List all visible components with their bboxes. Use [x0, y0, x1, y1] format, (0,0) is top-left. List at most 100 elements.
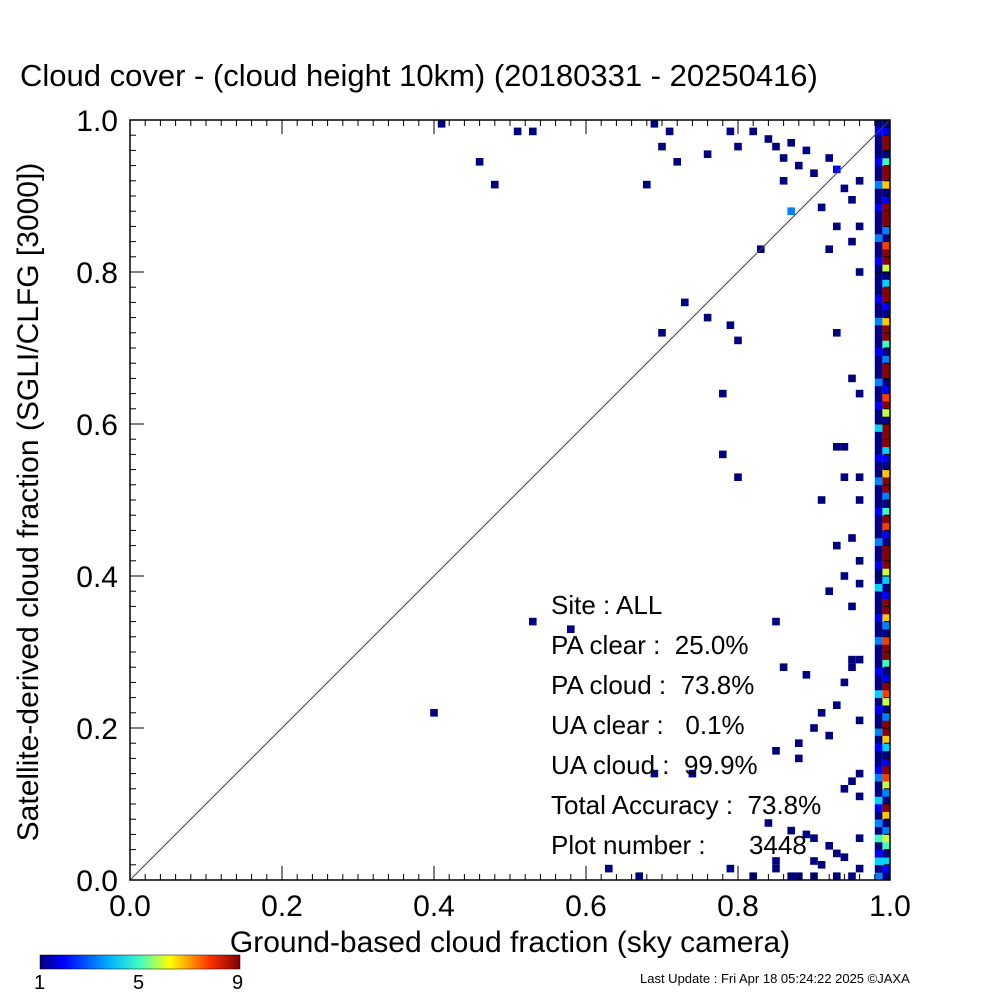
edge-column-cell [882, 431, 890, 440]
edge-column-cell [882, 134, 890, 143]
near-edge-column-cell [874, 157, 883, 166]
edge-column-cell [882, 157, 890, 166]
edge-column-cell [882, 507, 890, 516]
edge-column-cell [882, 400, 890, 409]
near-edge-column-cell [874, 271, 883, 280]
edge-column-cell [882, 446, 890, 455]
edge-column-cell [882, 499, 890, 508]
edge-column-cell [882, 347, 890, 356]
edge-column-cell [882, 454, 890, 463]
edge-column-cell [882, 674, 890, 683]
near-edge-column-cell [874, 803, 883, 812]
near-edge-column-cell [874, 302, 883, 311]
data-cell [848, 534, 856, 542]
data-cell [802, 830, 811, 839]
edge-column-cell [882, 439, 890, 448]
near-edge-column-cell [874, 530, 883, 539]
data-cell [855, 473, 864, 481]
edge-column-cell [882, 294, 890, 303]
near-edge-column-cell [874, 286, 883, 295]
edge-column-cell [882, 393, 890, 402]
data-cell [840, 572, 849, 580]
data-cell [529, 127, 537, 136]
near-edge-column-cell [874, 362, 883, 371]
edge-column-cell [882, 636, 890, 645]
stats-panel: Site : ALL PA clear : 25.0% PA cloud : 7… [551, 585, 821, 865]
near-edge-column-cell [874, 674, 883, 683]
data-cell [840, 785, 849, 793]
edge-column-cell [882, 256, 890, 265]
edge-column-cell [882, 172, 890, 181]
near-edge-column-cell [874, 446, 883, 455]
edge-column-cell [882, 811, 890, 820]
edge-column-cell [882, 286, 890, 295]
data-cell [810, 169, 818, 177]
data-cell [833, 701, 841, 709]
data-cell [848, 196, 856, 204]
colorbar [39, 954, 241, 970]
data-cell [437, 120, 446, 128]
data-cell [726, 864, 735, 873]
data-cell [491, 180, 499, 189]
data-cell [855, 769, 864, 778]
edge-column-cell [882, 302, 890, 311]
stat-ua-cloud: UA cloud : 99.9% [551, 750, 758, 780]
data-cell [772, 617, 780, 626]
near-edge-column-cell [874, 788, 883, 797]
y-tick-label: 0.4 [76, 561, 118, 594]
data-cell [833, 541, 841, 550]
near-edge-column-cell [874, 210, 883, 219]
near-edge-column-cell [874, 431, 883, 440]
near-edge-column-cell [874, 682, 883, 691]
edge-column-cell [882, 180, 890, 189]
data-cell [855, 557, 864, 565]
data-cell [833, 329, 841, 337]
y-tick-label: 0.2 [76, 713, 118, 746]
data-cell [787, 139, 795, 147]
data-cell [703, 150, 712, 158]
edge-column-cell [882, 476, 890, 485]
near-edge-column-cell [874, 841, 883, 850]
near-edge-column-cell [874, 811, 883, 820]
near-edge-column-cell [874, 553, 883, 562]
data-cell [703, 313, 712, 322]
edge-column-cell [882, 606, 890, 615]
edge-column-cell [882, 682, 890, 691]
edge-column-cell [882, 355, 890, 364]
near-edge-column-cell [874, 355, 883, 364]
near-edge-column-cell [874, 613, 883, 622]
y-tick-label: 0.6 [76, 409, 118, 442]
near-edge-column-cell [874, 781, 883, 790]
near-edge-column-cell [874, 309, 883, 318]
edge-column-cell [882, 241, 890, 250]
data-cell [605, 864, 613, 873]
edge-column-cell [882, 484, 890, 493]
data-cell [833, 849, 841, 858]
data-cell [688, 769, 697, 778]
near-edge-column-cell [874, 537, 883, 546]
near-edge-column-cell [874, 522, 883, 531]
edge-column-cell [882, 727, 890, 736]
stat-site: Site : ALL [551, 590, 663, 620]
near-edge-column-cell [874, 279, 883, 288]
data-cell [833, 222, 841, 231]
edge-column-cell [882, 142, 890, 151]
edge-column-cell [882, 659, 890, 668]
edge-column-cell [882, 583, 890, 592]
near-edge-column-cell [874, 621, 883, 630]
data-cell [825, 154, 833, 162]
x-axis-label: Ground-based cloud fraction (sky camera) [230, 926, 790, 959]
edge-column-cell [882, 210, 890, 219]
near-edge-column-cell [874, 568, 883, 577]
data-cell [658, 329, 666, 337]
y-tick-label: 0.0 [76, 865, 118, 898]
edge-column-cell [882, 621, 890, 630]
near-edge-column-cell [874, 142, 883, 151]
edge-column-cell [882, 362, 890, 371]
data-cell [772, 864, 780, 873]
data-cell [734, 336, 742, 345]
edge-column-cell [882, 188, 890, 197]
data-cell [848, 602, 856, 611]
data-cell [810, 834, 818, 842]
data-cell [658, 142, 666, 151]
